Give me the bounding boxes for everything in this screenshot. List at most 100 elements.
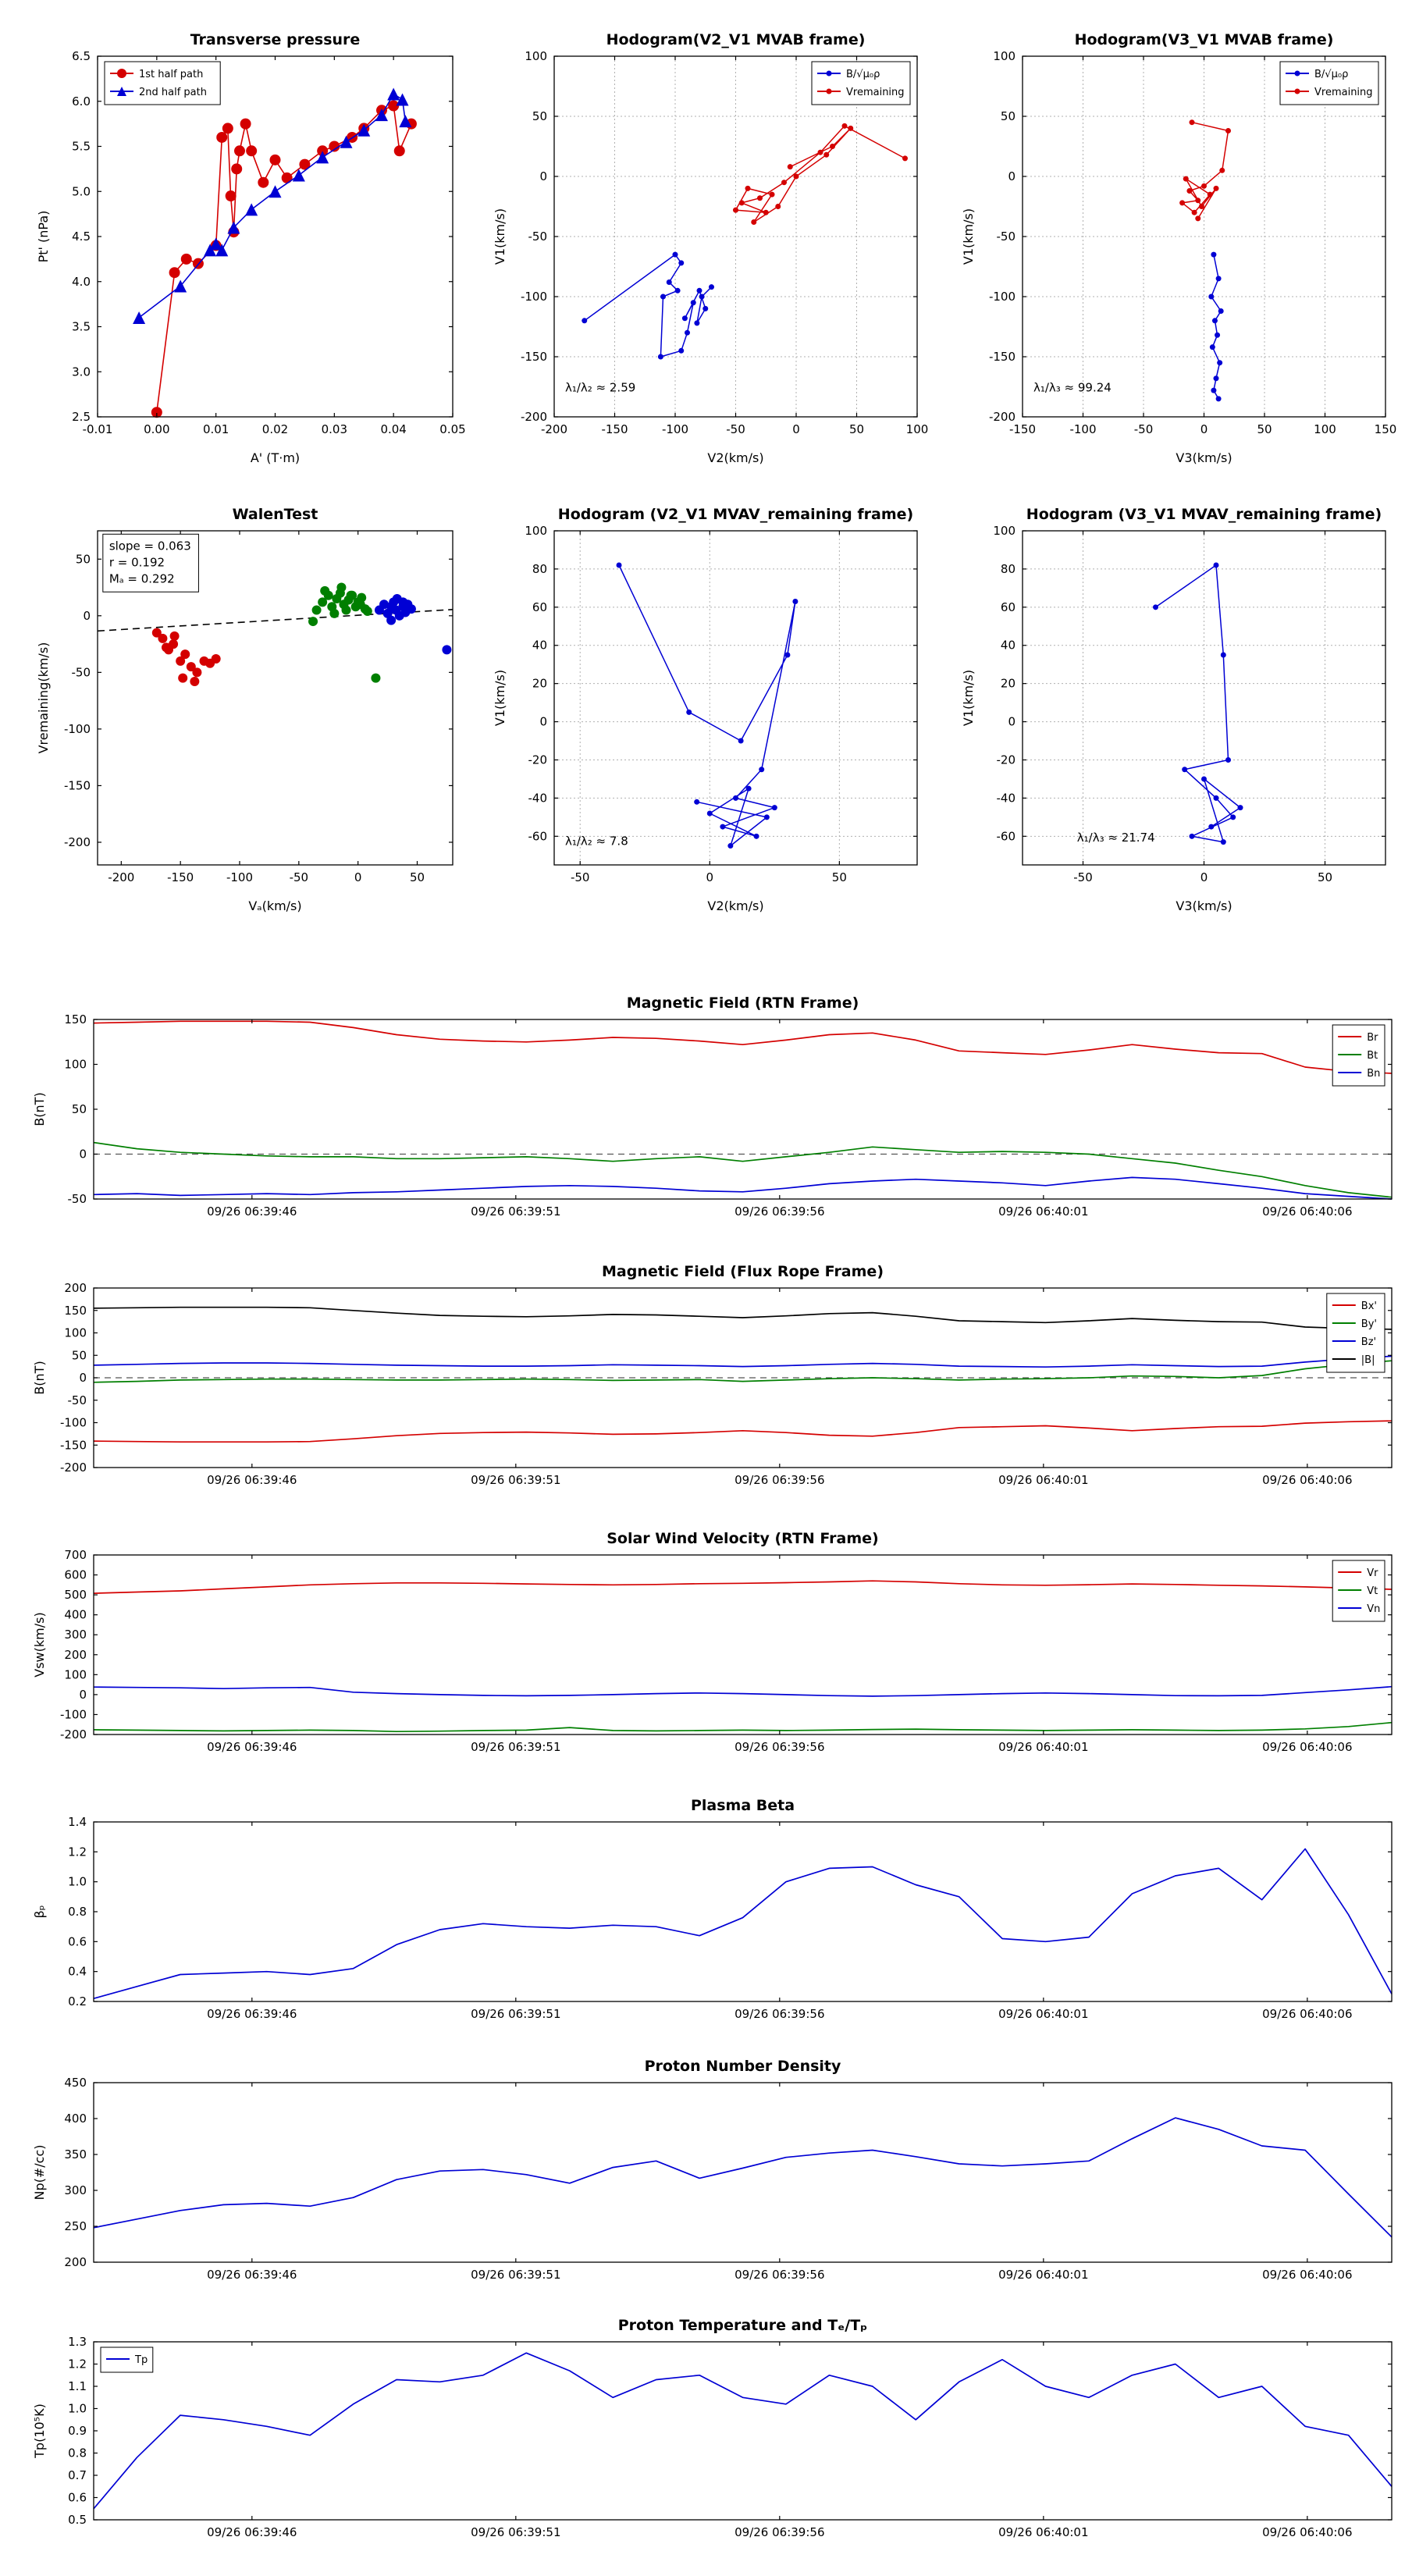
annotation: λ₁/λ₃ ≈ 21.74 xyxy=(1077,831,1155,845)
y-tick-label: 0 xyxy=(79,1688,87,1702)
legend-label: Br xyxy=(1367,1032,1378,1044)
dot-marker xyxy=(1211,318,1218,324)
dot-marker xyxy=(709,284,714,290)
dot-marker xyxy=(757,195,763,201)
hodogram-v2v1-mvab-svg: -200 -150 -100 -50 0 50 100 -200 -150 -100 -50 0 50 1… xyxy=(493,31,928,465)
legend-box xyxy=(104,61,221,105)
series-Bx' xyxy=(93,1420,1393,1443)
y-tick-label: 200 xyxy=(64,2255,87,2269)
legend-label: Bt xyxy=(1367,1050,1378,1062)
y-tick-label: 1.0 xyxy=(68,1875,87,1889)
x-tick-label: 09/26 06:39:51 xyxy=(471,1473,560,1487)
y-tick-label: 1.2 xyxy=(68,2357,87,2371)
x-tick-label: 0.03 xyxy=(322,422,347,436)
triangle-marker xyxy=(375,109,388,122)
dot-marker xyxy=(699,294,705,300)
y-tick-label: 60 xyxy=(532,600,547,614)
legend-label: Vt xyxy=(1367,1585,1378,1597)
axes-frame xyxy=(93,1554,1393,1735)
circle-marker xyxy=(231,163,243,175)
y-tick-label: 0.4 xyxy=(68,1965,87,1979)
dot-marker xyxy=(830,144,835,149)
x-tick-label: 50 xyxy=(849,422,864,436)
x-tick-label: 09/26 06:39:51 xyxy=(471,1740,560,1754)
y-tick-label: -100 xyxy=(521,290,547,304)
circle-marker xyxy=(180,253,192,265)
triangle-marker xyxy=(357,123,371,137)
y-tick-label: -200 xyxy=(60,1461,87,1475)
dot-marker xyxy=(674,287,681,294)
legend: Bx' By' Bz' |B| xyxy=(1326,1293,1385,1373)
dot-marker xyxy=(355,600,365,610)
y-axis-label: V1(km/s) xyxy=(493,670,507,726)
dot-marker xyxy=(1225,127,1231,133)
y-tick-label: -100 xyxy=(60,1707,87,1721)
chart-title: Hodogram(V3_V1 MVAB frame) xyxy=(1075,31,1334,48)
dot-marker xyxy=(753,833,759,839)
dot-marker xyxy=(1153,604,1158,610)
y-tick-label: 0.8 xyxy=(68,2446,87,2460)
x-tick-label: 50 xyxy=(410,870,425,884)
triangle-marker xyxy=(209,237,222,251)
series-Bt xyxy=(93,1141,1393,1198)
chart-magnetic-field-rtn: 09/26 06:39:46 09/26 06:39:51 09/26 06:39:… xyxy=(14,982,1401,1224)
dot-marker xyxy=(336,582,347,592)
dot-marker xyxy=(190,676,200,686)
legend-label: 1st half path xyxy=(139,69,203,80)
y-tick-label: 80 xyxy=(1001,562,1016,576)
dot-marker xyxy=(1201,776,1207,782)
circle-marker xyxy=(258,176,269,188)
annotation-line: Mₐ = 0.292 xyxy=(109,571,175,585)
hodogram-v2v1-mvav-svg: -50 0 50 -60 -40 -20 0 20 40 60 80 100 Hodogram (V2_… xyxy=(493,506,918,913)
x-tick-label: 09/26 06:39:56 xyxy=(735,2007,824,2021)
y-axis-label: Tp(10⁵K) xyxy=(32,2403,47,2459)
dot-marker xyxy=(442,645,452,655)
dot-marker xyxy=(1208,824,1215,830)
x-tick-label: 09/26 06:40:06 xyxy=(1262,1473,1352,1487)
dot-marker xyxy=(1213,795,1219,801)
chart-title: Proton Temperature and Tₑ/Tₚ xyxy=(618,2317,868,2334)
x-tick-label: 09/26 06:39:51 xyxy=(471,2268,560,2282)
legend-label: Bn xyxy=(1367,1068,1380,1080)
y-axis-label: V1(km/s) xyxy=(493,208,507,265)
x-axis-label: V3(km/s) xyxy=(1176,898,1232,913)
dot-marker xyxy=(657,354,663,360)
dot-marker xyxy=(1211,251,1217,258)
dot-marker xyxy=(720,824,726,830)
transverse-pressure-svg: -0.01 0.00 0.01 0.02 0.03 0.04 0.05 2.5 3.0 3.5 4.… xyxy=(36,31,466,465)
x-tick-label: 09/26 06:39:56 xyxy=(735,2268,824,2282)
dot-marker xyxy=(902,155,908,162)
dot-marker xyxy=(371,673,381,683)
x-tick-label: 09/26 06:39:46 xyxy=(207,1740,297,1754)
dot-marker xyxy=(308,617,318,627)
chart-title: Hodogram (V2_V1 MVAV_remaining frame) xyxy=(558,506,913,523)
chart-proton-density: 09/26 06:39:46 09/26 06:39:51 09/26 06:39:… xyxy=(14,2045,1401,2287)
dot-marker xyxy=(186,662,196,672)
x-tick-label: 0.05 xyxy=(439,422,465,436)
axes-frame xyxy=(93,1019,1393,1200)
annotation: λ₁/λ₂ ≈ 7.8 xyxy=(565,834,628,848)
x-axis-label: V2(km/s) xyxy=(707,898,763,913)
dot-marker xyxy=(1213,562,1219,568)
chart-title: Plasma Beta xyxy=(691,1797,795,1814)
dot-marker xyxy=(685,329,690,336)
y-tick-label: 40 xyxy=(532,639,547,653)
dot-marker xyxy=(738,200,745,206)
dot-marker xyxy=(192,667,202,678)
y-tick-label: 20 xyxy=(532,677,547,691)
x-tick-label: 09/26 06:39:46 xyxy=(207,1204,297,1219)
x-tick-label: 09/26 06:39:51 xyxy=(471,2007,560,2021)
triangle-marker xyxy=(215,244,229,257)
y-tick-label: 450 xyxy=(64,2076,87,2090)
y-tick-label: -60 xyxy=(528,829,548,843)
dot-marker xyxy=(362,607,372,617)
chart-title: Transverse pressure xyxy=(190,31,361,48)
triangle-marker xyxy=(133,311,146,324)
chart-solar-wind-velocity: 09/26 06:39:46 09/26 06:39:51 09/26 06:39:… xyxy=(14,1517,1401,1759)
circle-marker xyxy=(225,190,237,202)
series-Br xyxy=(93,1020,1393,1074)
y-tick-label: -100 xyxy=(64,722,91,736)
x-tick-label: -100 xyxy=(1069,422,1096,436)
dot-marker xyxy=(706,810,713,817)
y-tick-label: -50 xyxy=(997,229,1016,244)
